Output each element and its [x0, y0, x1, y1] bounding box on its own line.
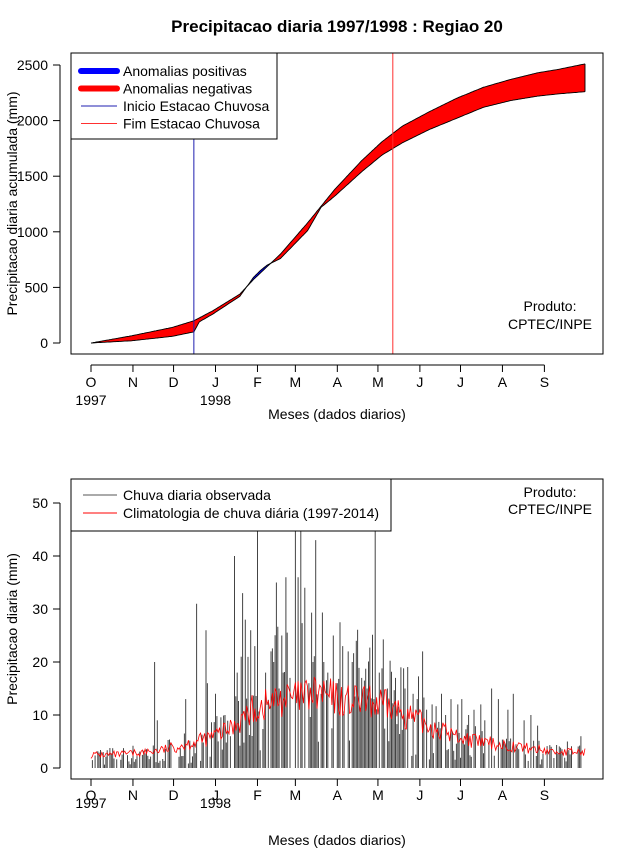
x-tick-label: S	[540, 787, 549, 803]
legend-label: Climatologia de chuva diária (1997-2014)	[123, 505, 379, 521]
product-note: CPTEC/INPE	[508, 501, 592, 517]
x-tick-label: M	[290, 787, 302, 803]
x-tick-label: J	[212, 787, 219, 803]
x-tick-label: M	[372, 787, 384, 803]
year-label: 1997	[75, 392, 106, 408]
legend-box	[70, 478, 392, 532]
x-tick-label: M	[372, 374, 384, 390]
x-tick-label: J	[416, 787, 423, 803]
y-tick-label: 30	[32, 601, 48, 617]
x-tick-label: N	[128, 787, 138, 803]
observed-bars	[91, 529, 582, 768]
x-tick-label: N	[128, 374, 138, 390]
x-tick-label: A	[333, 787, 343, 803]
observed-cumulative-line	[90, 91, 586, 344]
x-tick-label: O	[86, 374, 97, 390]
x-tick-label: S	[540, 374, 549, 390]
daily-panel: 0 10 20 30 40 50 O N D J F M A M J J A S 1997 1998 Meses (da…	[4, 478, 604, 848]
product-note: Produto:	[524, 298, 577, 314]
legend-label: Inicio Estacao Chuvosa	[123, 98, 270, 114]
legend-label: Anomalias positivas	[123, 63, 247, 79]
x-tick-label: A	[498, 787, 508, 803]
y-tick-label: 500	[25, 279, 49, 295]
x-tick-label: J	[457, 787, 464, 803]
year-label: 1998	[200, 392, 231, 408]
y-tick-label: 50	[32, 495, 48, 511]
negative-anomaly-area	[92, 288, 246, 343]
x-tick-label: D	[168, 374, 178, 390]
x-tick-label: A	[333, 374, 343, 390]
legend: Chuva diaria observada Climatologia de ch…	[70, 478, 392, 532]
y-tick-label: 0	[40, 335, 48, 351]
y-tick-label: 0	[40, 760, 48, 776]
x-tick-label: J	[457, 374, 464, 390]
legend-label: Anomalias negativas	[123, 81, 252, 97]
year-label: 1998	[200, 795, 231, 811]
product-note: CPTEC/INPE	[508, 316, 592, 332]
x-axis-title: Meses (dados diarios)	[268, 832, 406, 848]
x-tick-label: M	[290, 374, 302, 390]
plot-frame	[70, 52, 604, 355]
climatology-daily-line	[90, 676, 586, 759]
y-tick-label: 40	[32, 548, 48, 564]
legend: Anomalias positivas Anomalias negativasIn…	[70, 52, 278, 140]
y-axis-title: Precipitacao diaria acumulada (mm)	[4, 91, 20, 315]
y-tick-label: 1500	[17, 168, 48, 184]
figure-title: Precipitacao diaria 1997/1998 : Regiao 2…	[171, 17, 503, 36]
climatology-cumulative-line	[90, 63, 586, 344]
x-tick-label: F	[253, 787, 262, 803]
y-tick-label: 2000	[17, 113, 48, 129]
x-tick-label: O	[86, 787, 97, 803]
x-tick-label: F	[253, 374, 262, 390]
x-tick-label: J	[416, 374, 423, 390]
year-label: 1997	[75, 795, 106, 811]
cumulative-panel: 0 500 1000 1500 2000 2500 O N D J F M A M J J A S 1997 1998…	[4, 52, 604, 422]
negative-anomaly-area	[271, 63, 585, 264]
x-axis-title: Meses (dados diarios)	[268, 406, 406, 422]
y-tick-label: 1000	[17, 224, 48, 240]
y-axis-title: Precipitacao diaria (mm)	[4, 553, 20, 705]
legend-label: Chuva diaria observada	[123, 487, 271, 503]
y-tick-label: 10	[32, 707, 48, 723]
legend-label: Fim Estacao Chuvosa	[123, 116, 260, 132]
product-note: Produto:	[524, 484, 577, 500]
x-tick-label: A	[498, 374, 508, 390]
legend-box	[70, 52, 278, 140]
y-tick-label: 20	[32, 654, 48, 670]
y-tick-label: 2500	[17, 57, 48, 73]
x-tick-label: J	[212, 374, 219, 390]
x-tick-label: D	[168, 787, 178, 803]
